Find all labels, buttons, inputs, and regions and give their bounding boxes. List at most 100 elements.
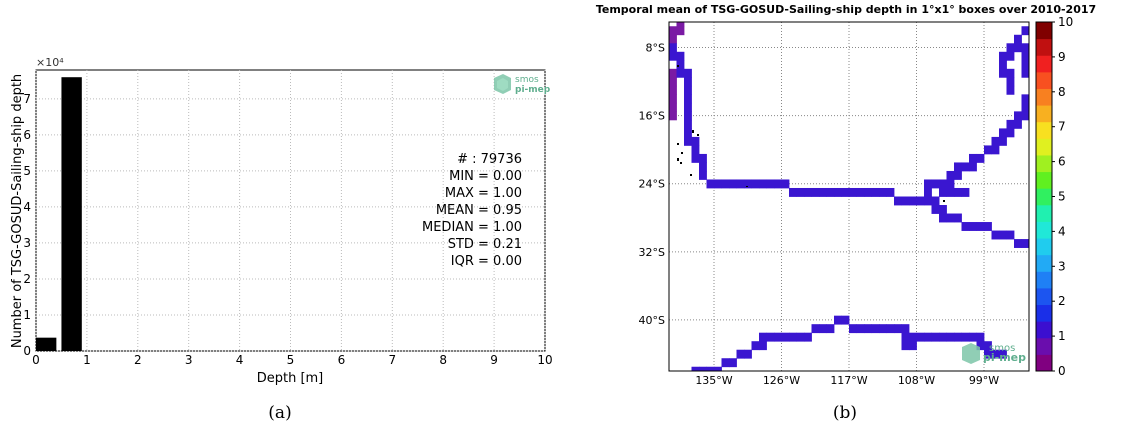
track-cell [691,136,700,146]
track-cell [826,324,835,334]
track-cell [759,332,767,342]
track-cell [856,324,865,334]
track-cell [834,187,842,197]
smos-logo-icon [962,343,980,364]
track-cell [781,332,790,342]
hist-grid [35,70,546,352]
track-cell [796,332,805,342]
track-cell [1021,51,1029,61]
colorbar-segment [1036,188,1052,206]
colorbar-tick-label: 10 [1058,15,1073,29]
track-cell [684,85,692,95]
track-cell [1021,111,1029,121]
track-cell [1006,51,1015,61]
colorbar-tick-label: 3 [1058,259,1066,273]
colorbar-ticks: 0 1 2 3 4 5 6 7 8 9 10 [1052,15,1073,378]
track-cell [946,187,955,197]
track-cell [879,324,887,334]
track-cell [939,187,947,197]
track-cell [984,349,992,359]
colorbar-segment [1036,154,1052,173]
track-cell [901,332,910,342]
smos-logo-a: smos pi-mep [494,74,551,95]
colorbar-segment [1036,171,1052,189]
track-cell [841,315,850,325]
coastline-dots [677,65,945,202]
track-cell [676,51,685,61]
track-cell [684,111,692,121]
panel-a: 0 1 2 3 4 5 6 7 8 9 10 0 1 2 3 4 5 6 7 ×10⁴ Depth [m] Num… [10,56,553,423]
hist-y-tick-label: 3 [23,236,31,250]
hist-stats-box: # : 79736 MIN = 0.00 MAX = 1.00 MEAN = 0… [422,152,522,269]
map-title: Temporal mean of TSG-GOSUD-Sailing-ship … [596,3,1096,16]
track-cell [736,349,745,359]
smos-logo-text-2: pi-mep [515,85,551,95]
colorbar-segment [1036,38,1052,56]
track-cell [789,332,797,342]
track-cell [984,145,992,155]
colorbar-tick-label: 4 [1058,224,1066,238]
track-cell [766,332,775,342]
track-cell [669,43,677,53]
track-cell [871,187,880,197]
track-cell [999,60,1007,70]
track-cell [721,179,730,189]
stat-median: MEDIAN = 1.00 [422,220,522,235]
track-cell [924,332,932,342]
map-lon-tick-label: 99°W [969,374,999,387]
colorbar-segment [1036,121,1052,139]
track-cell [856,187,865,197]
track-cell [1006,77,1015,87]
hist-bar [61,77,82,351]
stat-std: STD = 0.21 [448,237,522,252]
track-cell [684,128,692,138]
track-cell [976,222,985,231]
track-cell [909,196,917,206]
stat-mean: MEAN = 0.95 [436,203,522,218]
smos-logo-text-1: smos [989,343,1015,354]
map-frame [668,21,1030,372]
smos-logo-text-1: smos [515,75,539,85]
hist-x-tick-label: 4 [236,353,244,367]
track-cell [1021,43,1029,53]
colorbar-segment [1036,22,1052,40]
track-cell [1014,34,1022,44]
track-cell [759,179,767,189]
colorbar-segment [1036,55,1052,73]
track-cell [924,187,932,197]
map-lat-tick-label: 16°S [639,110,665,123]
track-cell [976,332,985,342]
track-cell [916,332,925,342]
colorbar-tick-label: 8 [1058,85,1066,99]
track-cell [1014,43,1022,53]
island-dot [677,65,679,67]
track-cell [984,222,992,231]
track-cell [1021,94,1029,104]
map-lon-tick-label: 135°W [695,374,732,387]
track-cell [1014,119,1022,129]
track-cell [841,187,850,197]
smos-logo-b: smos pi-mep [962,343,1026,364]
track-cell [864,324,872,334]
colorbar-segment [1036,304,1052,322]
track-cell [991,349,1000,359]
panel-b: Temporal mean of TSG-GOSUD-Sailing-ship … [596,3,1096,423]
hist-bars [36,77,82,351]
track-cell [901,341,910,351]
hist-x-tick-label: 6 [338,353,346,367]
track-cell [714,179,722,189]
track-cell [909,341,917,351]
colorbar-segment [1036,88,1052,106]
track-cell [691,153,700,163]
track-cell [931,196,940,206]
hist-x-tick-label: 5 [287,353,295,367]
track-cell [1006,128,1015,138]
track-cell [744,179,752,189]
track-cell [849,324,857,334]
track-cell [669,68,677,78]
colorbar-tick-label: 7 [1058,120,1066,134]
track-cell [931,332,940,342]
track-cell [669,34,677,44]
track-cell [751,179,760,189]
